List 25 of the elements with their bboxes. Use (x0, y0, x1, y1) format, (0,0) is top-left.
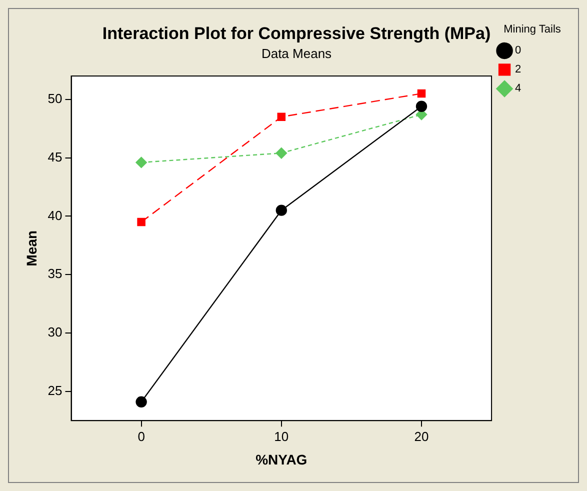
y-tick-label: 50 (48, 90, 62, 106)
point (276, 147, 287, 159)
y-axis-title: Mean (23, 230, 40, 266)
point (136, 396, 147, 408)
x-tick-label: 0 (138, 428, 145, 444)
point (137, 218, 146, 226)
legend-label: 0 (515, 44, 522, 57)
y-tick-label: 35 (48, 266, 62, 282)
y-tick-label: 25 (48, 382, 62, 398)
x-tick-label: 20 (414, 428, 429, 444)
chart-subtitle: Data Means (261, 46, 332, 61)
legend-label: 2 (515, 64, 522, 76)
x-tick-label: 10 (274, 428, 289, 444)
x-axis-title: %NYAG (256, 451, 308, 468)
y-tick-label: 40 (48, 208, 62, 223)
point (276, 204, 287, 216)
point (417, 89, 426, 98)
point (277, 112, 286, 122)
legend-title: Mining Tails (504, 24, 562, 36)
legend-label: 4 (515, 82, 522, 95)
chart-title: Interaction Plot for Compressive Strength (MPa) (102, 24, 491, 43)
point (136, 156, 147, 168)
point (416, 100, 428, 112)
y-tick-label: 30 (48, 324, 62, 340)
y-tick-label: 45 (48, 149, 62, 164)
